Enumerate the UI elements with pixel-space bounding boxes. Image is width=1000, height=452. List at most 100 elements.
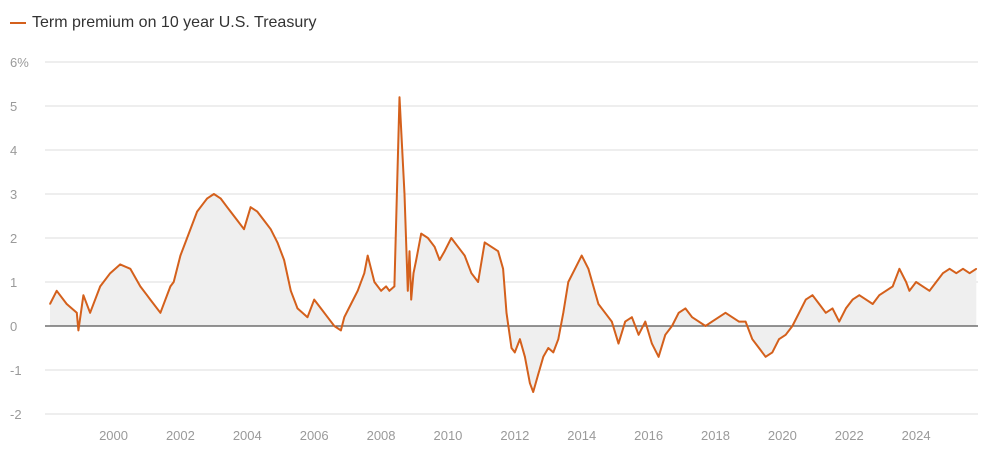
data-point bbox=[942, 272, 944, 275]
data-point bbox=[604, 312, 606, 314]
data-point bbox=[403, 193, 406, 195]
data-point bbox=[891, 285, 894, 288]
data-point bbox=[611, 320, 613, 323]
x-tick-label: 2006 bbox=[300, 428, 329, 443]
data-point bbox=[510, 347, 513, 349]
data-point bbox=[306, 316, 309, 319]
y-tick-label: 2 bbox=[10, 231, 17, 246]
data-point bbox=[664, 334, 667, 336]
data-point bbox=[283, 259, 285, 261]
data-point bbox=[644, 320, 647, 323]
data-point bbox=[557, 338, 560, 341]
x-tick-label: 2010 bbox=[433, 428, 462, 443]
data-point bbox=[657, 356, 660, 358]
data-point bbox=[477, 281, 479, 283]
data-point bbox=[350, 303, 352, 305]
data-point bbox=[263, 219, 265, 222]
data-point bbox=[885, 290, 887, 292]
x-tick-label: 2002 bbox=[166, 428, 195, 443]
data-point bbox=[905, 281, 907, 283]
data-point bbox=[497, 250, 499, 252]
x-tick-label: 2008 bbox=[367, 428, 396, 443]
data-point bbox=[798, 312, 800, 314]
data-point bbox=[373, 281, 376, 283]
data-point bbox=[711, 320, 713, 323]
y-tick-label: 3 bbox=[10, 187, 17, 202]
data-point bbox=[290, 290, 292, 292]
data-point bbox=[718, 316, 720, 319]
data-point bbox=[356, 290, 359, 292]
data-point bbox=[778, 338, 780, 341]
data-point bbox=[791, 325, 794, 327]
data-point bbox=[256, 210, 259, 213]
data-point bbox=[962, 268, 964, 270]
x-tick-label: 2014 bbox=[567, 428, 596, 443]
data-point bbox=[129, 268, 132, 270]
data-point bbox=[677, 312, 680, 314]
y-tick-label: 5 bbox=[10, 99, 17, 114]
data-point bbox=[340, 329, 342, 332]
data-point bbox=[82, 294, 85, 297]
data-point bbox=[928, 290, 931, 292]
data-point bbox=[915, 281, 917, 283]
data-point bbox=[388, 290, 391, 292]
data-point bbox=[845, 307, 847, 310]
legend-label: Term premium on 10 year U.S. Treasury bbox=[32, 14, 317, 31]
data-point bbox=[483, 241, 486, 244]
data-point bbox=[427, 237, 429, 239]
data-point bbox=[49, 303, 51, 305]
data-point bbox=[196, 210, 198, 213]
data-point bbox=[537, 373, 539, 376]
data-point bbox=[724, 312, 727, 314]
data-point bbox=[109, 272, 111, 275]
data-point bbox=[684, 307, 687, 310]
data-point bbox=[858, 294, 861, 297]
data-point bbox=[704, 325, 707, 327]
data-point bbox=[412, 272, 415, 275]
data-point bbox=[236, 219, 239, 222]
data-point bbox=[179, 254, 182, 257]
data-point bbox=[410, 298, 413, 301]
data-point bbox=[296, 307, 299, 310]
data-point bbox=[169, 285, 172, 288]
data-point bbox=[366, 254, 369, 257]
data-point bbox=[149, 298, 152, 301]
data-point bbox=[922, 285, 924, 288]
data-point bbox=[89, 312, 91, 314]
data-point bbox=[519, 338, 521, 341]
data-point bbox=[226, 206, 228, 208]
data-point bbox=[514, 351, 516, 354]
data-point bbox=[408, 250, 411, 252]
x-tick-label: 2024 bbox=[902, 428, 931, 443]
y-tick-label: 0 bbox=[10, 319, 17, 334]
data-point bbox=[249, 206, 252, 208]
data-point bbox=[592, 285, 595, 288]
data-point bbox=[908, 290, 911, 292]
data-point bbox=[269, 228, 272, 230]
data-point bbox=[77, 329, 80, 332]
data-point bbox=[463, 254, 466, 257]
data-point bbox=[450, 237, 453, 239]
area-fill bbox=[50, 97, 977, 392]
data-point bbox=[529, 382, 531, 385]
data-point bbox=[744, 320, 747, 323]
x-tick-label: 2012 bbox=[500, 428, 529, 443]
data-point bbox=[805, 298, 807, 301]
data-point bbox=[55, 290, 58, 292]
x-tick-label: 2004 bbox=[233, 428, 262, 443]
data-point bbox=[172, 281, 175, 283]
data-point bbox=[587, 268, 590, 270]
data-point bbox=[878, 294, 881, 297]
data-point bbox=[811, 294, 814, 297]
data-point bbox=[831, 307, 834, 310]
data-point bbox=[975, 268, 978, 270]
data-point bbox=[343, 316, 346, 319]
data-point bbox=[415, 259, 418, 261]
data-point bbox=[76, 312, 78, 314]
data-point bbox=[955, 272, 958, 275]
data-point bbox=[691, 316, 693, 319]
data-point bbox=[433, 246, 436, 248]
data-point bbox=[580, 254, 583, 257]
data-point bbox=[818, 303, 820, 305]
